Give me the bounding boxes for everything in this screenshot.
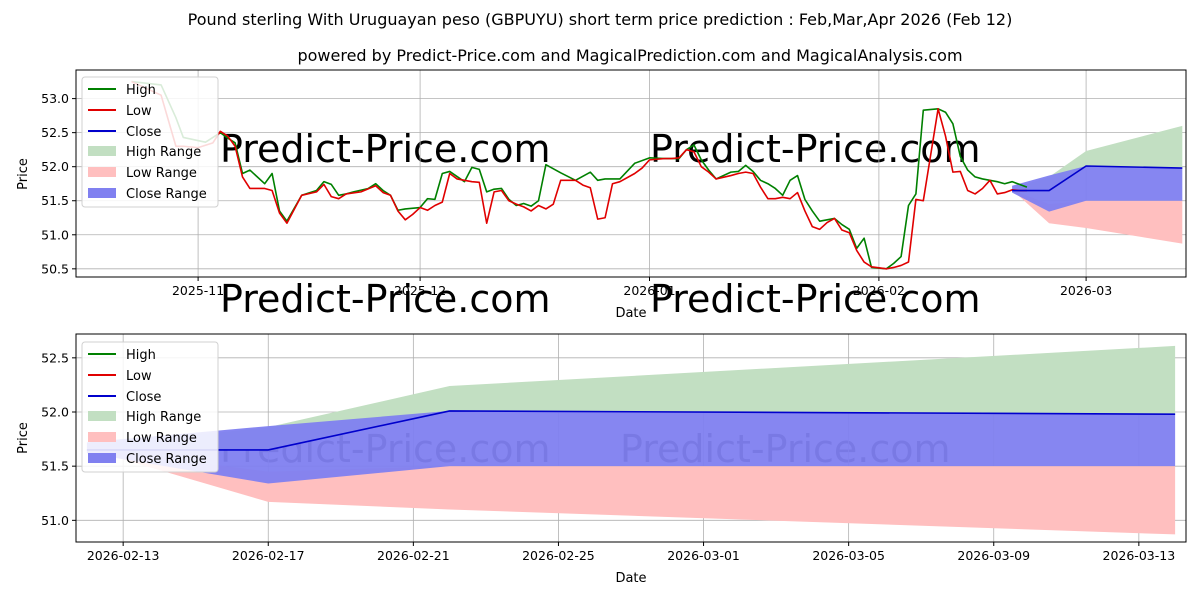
legend-high-range: High Range	[126, 145, 201, 160]
x-tick-label: 2026-03-05	[812, 548, 885, 563]
legend-low-range-swatch	[88, 167, 116, 177]
y-tick-label: 51.5	[41, 459, 69, 474]
x-tick-label: 2026-03-13	[1103, 548, 1176, 563]
y-tick-label: 51.0	[41, 513, 69, 528]
bottom-axis-ticks: 2026-02-13 2026-02-17 2026-02-21 2026-02-25…	[41, 350, 1175, 563]
legend-low: Low	[126, 104, 152, 119]
x-tick-label: 2025-11	[172, 283, 224, 298]
close-range-band	[1012, 166, 1183, 212]
watermark: Predict-Price.com	[220, 127, 551, 171]
chart-subtitle: powered by Predict-Price.com and Magical…	[297, 46, 962, 65]
top-y-axis-label: Price	[16, 158, 31, 190]
chart-title: Pound sterling With Uruguayan peso (GBPU…	[188, 10, 1013, 29]
x-tick-label: 2026-02	[853, 283, 905, 298]
y-tick-label: 53.0	[41, 91, 69, 106]
legend-close-range: Close Range	[126, 187, 207, 202]
close-series-line	[1012, 165, 1183, 192]
legend-low-range-swatch	[88, 432, 116, 442]
legend-close: Close	[126, 390, 161, 405]
x-tick-label: 2026-03	[1060, 283, 1112, 298]
y-tick-label: 52.5	[41, 350, 69, 365]
legend-high-range: High Range	[126, 410, 201, 425]
top-range-bands	[1012, 125, 1183, 244]
x-tick-label: 2026-01	[623, 283, 675, 298]
bottom-plot-frame	[75, 333, 1187, 543]
bottom-x-axis-label: Date	[615, 571, 646, 586]
y-tick-label: 51.5	[41, 193, 69, 208]
legend-high: High	[126, 348, 156, 363]
top-axis-ticks: 2025-11 2025-12 2026-01 2026-02 2026-03 50.5 5…	[41, 91, 1112, 298]
close-range-band	[86, 410, 1176, 484]
legend-low-range: Low Range	[126, 431, 197, 446]
legend-high-range-swatch	[88, 411, 116, 421]
watermark: Predict-Price.com	[650, 277, 981, 321]
legend-close-range-swatch	[88, 188, 116, 198]
watermark: Predict-Price.com	[650, 127, 981, 171]
watermark: Predict-Price.com	[220, 277, 551, 321]
x-tick-label: 2026-02-21	[377, 548, 450, 563]
y-tick-label: 51.0	[41, 227, 69, 242]
x-tick-label: 2026-03-09	[957, 548, 1030, 563]
legend-low: Low	[126, 369, 152, 384]
high-series-line	[131, 80, 1028, 270]
bottom-forecast-panel: Predict-Price.com Predict-Price.com 2026…	[16, 333, 1187, 586]
top-watermarks: Predict-Price.com Predict-Price.com Pred…	[220, 127, 981, 321]
legend-close: Close	[126, 125, 161, 140]
legend-close-range: Close Range	[126, 452, 207, 467]
bottom-legend: High Low Close High Range Low Range Clos…	[81, 341, 219, 473]
legend-high-range-swatch	[88, 146, 116, 156]
x-tick-label: 2026-02-25	[522, 548, 595, 563]
top-price-panel: Predict-Price.com Predict-Price.com Pred…	[16, 69, 1187, 321]
x-tick-label: 2025-12	[394, 283, 446, 298]
legend-high: High	[126, 83, 156, 98]
y-tick-label: 52.0	[41, 405, 69, 420]
x-tick-label: 2026-02-17	[232, 548, 305, 563]
x-tick-label: 2026-02-13	[87, 548, 160, 563]
y-tick-label: 50.5	[41, 261, 69, 276]
top-plot-frame	[75, 69, 1187, 278]
legend-close-range-swatch	[88, 453, 116, 463]
bottom-y-axis-label: Price	[16, 422, 31, 454]
low-series-line	[131, 80, 1027, 270]
bottom-range-bands	[86, 345, 1176, 535]
top-x-axis-label: Date	[615, 306, 646, 321]
top-gridlines	[76, 70, 1186, 277]
top-price-lines	[131, 80, 1183, 270]
y-tick-label: 52.0	[41, 159, 69, 174]
top-legend: High Low Close High Range Low Range Clos…	[81, 76, 219, 208]
y-tick-label: 52.5	[41, 125, 69, 140]
x-tick-label: 2026-03-01	[667, 548, 740, 563]
low-range-band	[1012, 189, 1183, 244]
legend-low-range: Low Range	[126, 166, 197, 181]
